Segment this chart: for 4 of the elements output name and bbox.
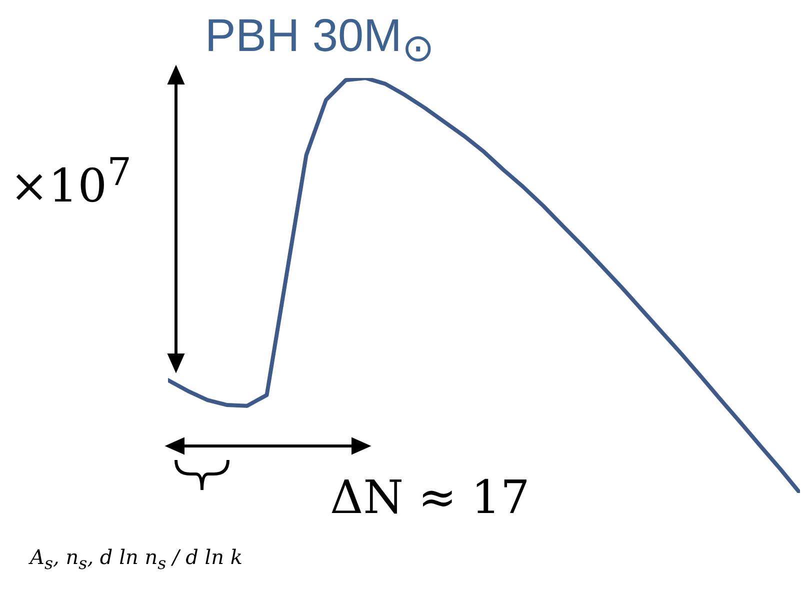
chart-title: PBH 30M$_{⊙}$ xyxy=(205,8,434,72)
text: ×10$^{7}$ xyxy=(10,150,132,212)
text: A$_{s}$, n$_{s}$, d ln n$_{s}$ / d ln k xyxy=(30,545,243,573)
annotation: ΔN ≈ 17 xyxy=(330,470,530,524)
